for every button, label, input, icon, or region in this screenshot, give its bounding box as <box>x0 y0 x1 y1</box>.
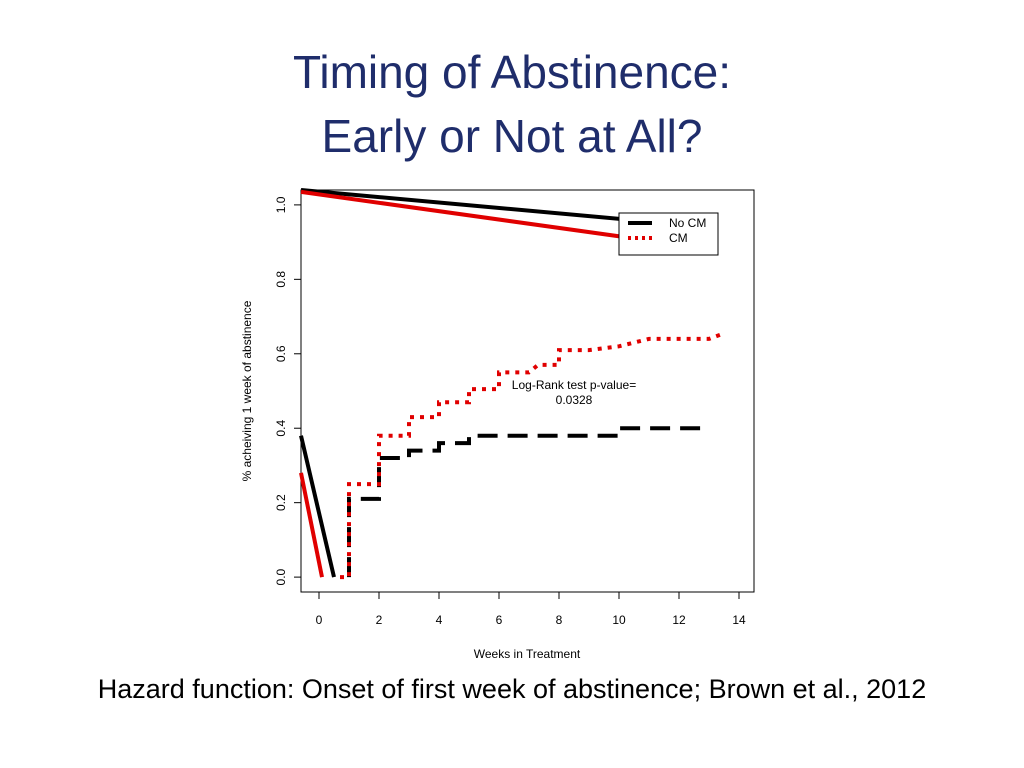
annotation-line-2: 0.0328 <box>556 393 593 407</box>
y-axis: 0.0 0.2 0.4 0.6 0.8 1.0 <box>274 196 302 585</box>
y-tick-label: 1.0 <box>274 196 288 213</box>
x-tick-label: 4 <box>436 613 443 627</box>
x-tick-label: 10 <box>612 613 626 627</box>
series-no-cm-early <box>299 435 336 578</box>
y-tick-label: 0.4 <box>274 420 288 437</box>
legend-label-no-cm: No CM <box>669 216 706 230</box>
y-tick-label: 0.6 <box>274 345 288 362</box>
survival-chart: 0 2 4 6 8 10 12 14 0.00.20.40.60.81.0 No CM CM … <box>240 188 755 661</box>
slide-title-line-1: Timing of Abstinence: <box>292 46 732 98</box>
annotation-line-1: Log-Rank test p-value= <box>512 378 636 392</box>
series-cm-legend-line <box>300 189 635 241</box>
x-tick-label: 2 <box>376 613 383 627</box>
x-axis-label: Weeks in Treatment <box>474 647 581 661</box>
legend-label-cm: CM <box>669 231 688 245</box>
x-tick-label: 0 <box>316 613 323 627</box>
y-tick-label: 0.8 <box>274 271 288 288</box>
slide-title: Timing of Abstinence: Early or Not at Al… <box>0 40 1024 168</box>
series-layer <box>299 188 725 580</box>
legend: No CM CM <box>618 212 719 256</box>
y-axis-label: % acheiving 1 week of abstinence <box>240 300 254 481</box>
slide-title-line-2: Early or Not at All? <box>321 110 703 162</box>
x-tick-label: 8 <box>556 613 563 627</box>
x-tick-label: 12 <box>672 613 686 627</box>
series-cm <box>340 331 725 580</box>
series-no-cm <box>347 426 709 578</box>
series-no-cm-legend-line <box>300 188 650 224</box>
x-axis: 0 2 4 6 8 10 12 14 <box>316 591 746 627</box>
y-tick-label: 0.2 <box>274 494 288 511</box>
x-tick-label: 6 <box>496 613 503 627</box>
y-tick-label: 0.0 <box>274 568 288 585</box>
x-tick-label: 14 <box>732 613 746 627</box>
slide-caption: Hazard function: Onset of first week of … <box>97 674 927 704</box>
legend-box <box>618 212 719 256</box>
series-cm-early <box>299 472 324 578</box>
